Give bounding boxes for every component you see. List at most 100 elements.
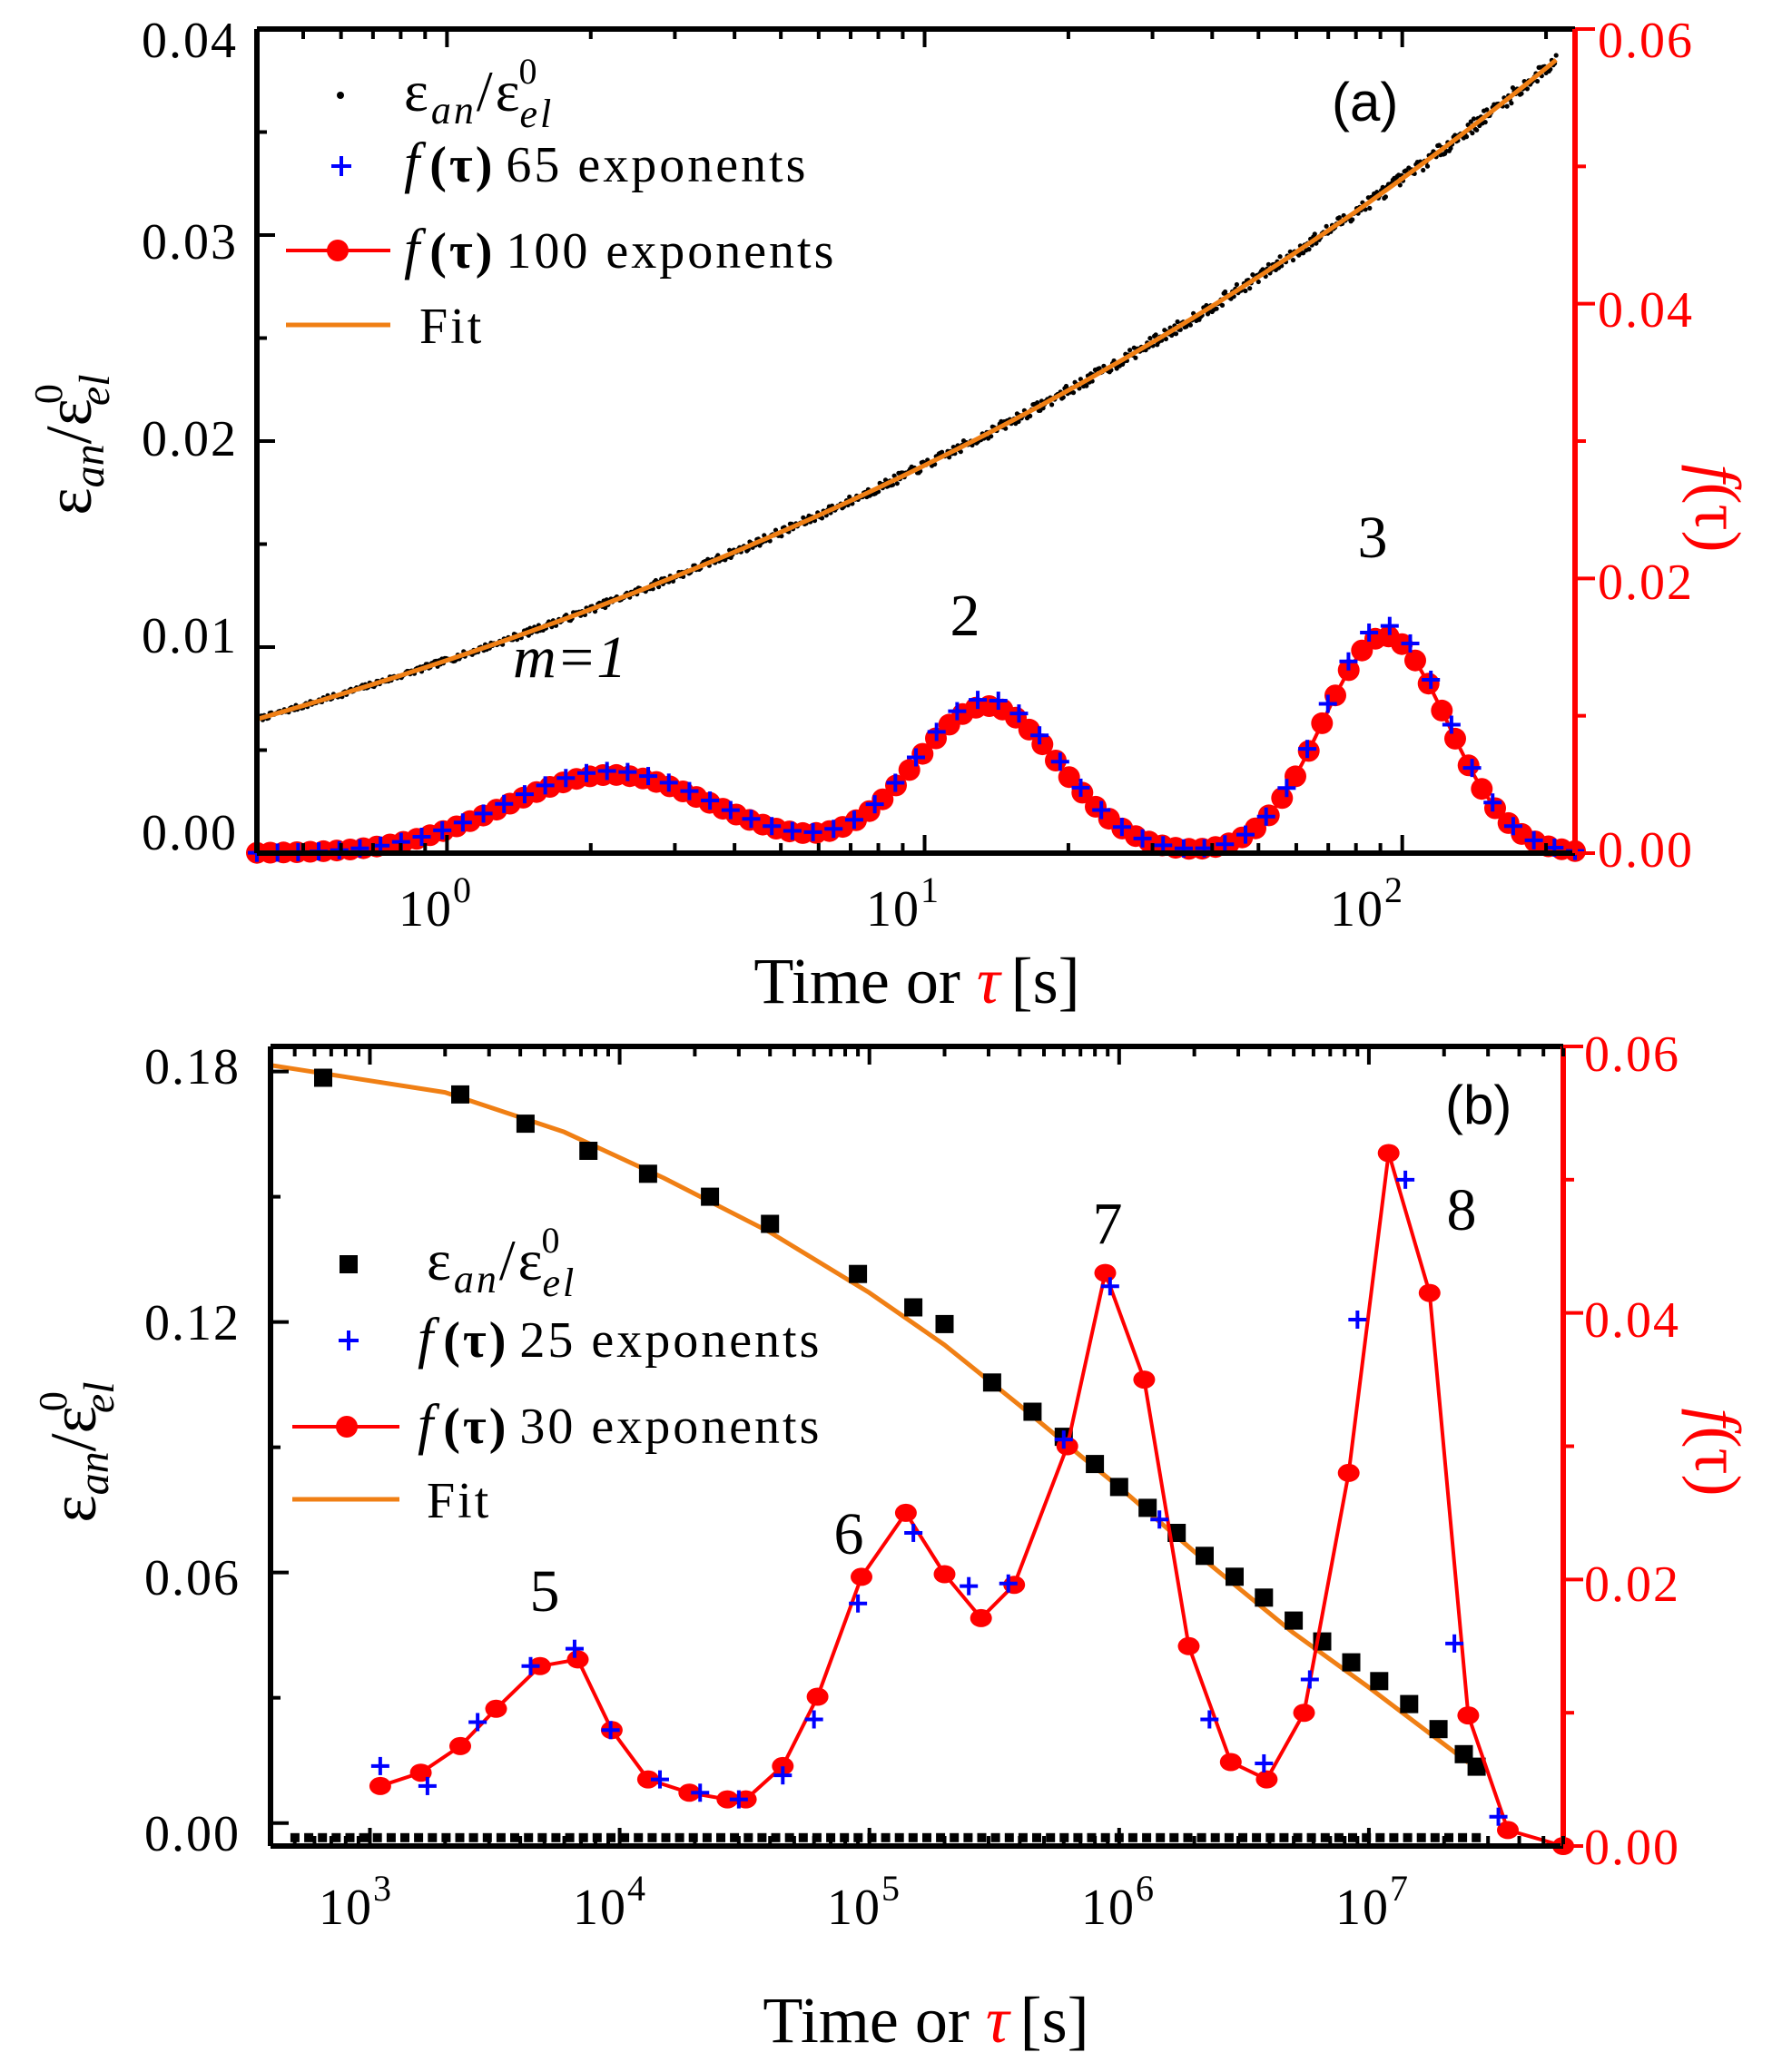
f-30-exponents-point	[566, 1650, 589, 1669]
strain-data-point	[894, 481, 900, 486]
f-25-exponents-point	[904, 1523, 923, 1542]
strain-data-point	[1504, 103, 1510, 109]
strain-data-point	[1324, 223, 1329, 229]
strain-data-point	[1312, 231, 1317, 237]
strain-data-point	[1474, 127, 1480, 133]
strain-data-point	[982, 1373, 1001, 1392]
baseline-marker	[606, 1832, 615, 1842]
strain-data-point	[1097, 366, 1102, 371]
baseline-marker	[647, 1832, 657, 1842]
y-right-tick-label: 0.06	[1584, 1026, 1680, 1083]
f-65-exponents-point	[969, 691, 988, 710]
strain-data-point	[1519, 91, 1524, 96]
strain-data-point	[638, 1164, 657, 1183]
strain-data-point	[1127, 348, 1133, 353]
strain-data-point	[1370, 1672, 1389, 1691]
panel-b-x-axis-title: Time or τ [s]	[763, 1984, 1088, 2057]
f-30-exponents-point	[1377, 1144, 1400, 1163]
strain-data-point	[1524, 86, 1530, 92]
f-65-exponents-point	[1050, 752, 1069, 771]
baseline-marker	[950, 1832, 960, 1842]
strain-data-point	[989, 434, 994, 439]
f-65-exponents-point	[948, 702, 967, 721]
f-100-exponents-point	[1324, 684, 1346, 707]
f-65-exponents-point	[1236, 825, 1255, 844]
panel-b-series	[270, 1063, 1574, 1855]
f-65-exponents-point	[1216, 835, 1235, 854]
strain-data-point	[1265, 261, 1271, 267]
baseline-marker	[1073, 1832, 1083, 1842]
f-65-exponents-point	[989, 692, 1008, 711]
f-30-exponents-point	[636, 1770, 659, 1789]
strain-data-point	[1109, 1478, 1128, 1497]
baseline-marker	[894, 1832, 904, 1842]
f-25-exponents-point	[849, 1594, 868, 1613]
strain-data-point	[1306, 247, 1312, 252]
f-25-exponents-point	[521, 1656, 540, 1675]
strain-data-point	[1470, 131, 1475, 136]
f-100-exponents-point	[1417, 673, 1440, 695]
f-65-exponents-point	[844, 810, 863, 830]
f-65-exponents-point	[742, 810, 761, 829]
f-30-exponents-point	[678, 1783, 701, 1802]
strain-data-point	[1187, 322, 1193, 328]
strain-data-point	[1336, 215, 1342, 221]
f-30-exponents-point	[716, 1790, 739, 1809]
f-25-exponents-point	[999, 1574, 1018, 1593]
baseline-marker	[1018, 1832, 1028, 1842]
f-65-exponents-point	[1360, 624, 1379, 643]
strain-data-point	[1471, 116, 1477, 122]
baseline-marker	[1196, 1832, 1206, 1842]
f-25-exponents-point	[1100, 1277, 1119, 1296]
legend-symbol-line-dot	[292, 1416, 399, 1438]
baseline-marker	[1430, 1832, 1440, 1842]
baseline-marker	[1458, 1832, 1468, 1842]
baseline-marker	[1252, 1832, 1262, 1842]
panel-a-right-y-tick-labels: 0.00 0.02 0.04 0.06	[1598, 13, 1692, 879]
strain-data-point	[1255, 279, 1261, 285]
baseline-marker	[1472, 1832, 1482, 1842]
strain-data-point	[773, 527, 779, 533]
strain-data-point	[1553, 53, 1559, 58]
baseline-marker	[496, 1832, 506, 1842]
y-tick-label: 0.12	[144, 1295, 241, 1351]
strain-data-point	[1400, 1694, 1419, 1714]
strain-data-point	[779, 534, 784, 539]
f-25-exponents-point	[1445, 1634, 1464, 1653]
panel-a-legend: εan/ε0 el f (τ) 65 exponents f (τ) 100 expone…	[286, 51, 833, 355]
f-65-exponents-point	[1462, 759, 1482, 778]
strain-data-point	[314, 1068, 332, 1087]
baseline-marker	[1046, 1832, 1056, 1842]
f-65-exponents-point	[680, 781, 699, 800]
baseline-marker	[1156, 1832, 1166, 1842]
f-100-exponents-point	[1058, 766, 1080, 789]
y-tick-label: 0.06	[144, 1550, 241, 1606]
baseline-marker	[565, 1832, 575, 1842]
strain-data-point	[1138, 1498, 1157, 1517]
strain-data-point	[1070, 390, 1077, 396]
f-25-exponents-point	[1054, 1430, 1073, 1449]
panel-a-x-tick-labels: 100 101 102	[399, 869, 1404, 938]
f-65-exponents-point	[1483, 793, 1502, 812]
baseline-marker	[1224, 1832, 1234, 1842]
f-65-exponents-point	[1112, 818, 1131, 837]
strain-data-point	[1484, 107, 1490, 113]
f-25-exponents-point	[1489, 1807, 1508, 1826]
strain-data-point	[1196, 1547, 1214, 1566]
f-100-exponents-point	[1285, 765, 1306, 788]
strain-data-point	[1467, 1757, 1486, 1776]
x-tick-label: 107	[1335, 1868, 1410, 1936]
baseline-marker	[1032, 1832, 1041, 1842]
baseline-marker	[661, 1832, 671, 1842]
f-100-exponents-point	[1404, 649, 1426, 672]
baseline-marker	[537, 1832, 547, 1842]
f-65-exponents-point	[433, 820, 452, 840]
f-25-exponents-point	[370, 1756, 389, 1775]
f-30-exponents-point	[1255, 1770, 1278, 1789]
legend-label-f65: f (τ) 65 exponents	[404, 133, 808, 194]
x-tick-label: 102	[1330, 869, 1404, 938]
f-65-exponents-point	[763, 817, 782, 836]
f-100-exponents-point	[1031, 733, 1054, 756]
peak-label: 7	[1093, 1191, 1123, 1257]
baseline-marker	[455, 1832, 465, 1842]
